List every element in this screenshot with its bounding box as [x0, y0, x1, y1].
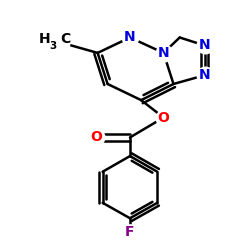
Text: N: N	[199, 38, 210, 52]
Text: O: O	[90, 130, 102, 144]
Text: O: O	[158, 110, 170, 124]
Text: N: N	[158, 46, 169, 60]
Text: N: N	[199, 68, 210, 82]
Text: F: F	[125, 225, 135, 239]
Text: 3: 3	[49, 42, 56, 51]
Text: N: N	[124, 30, 136, 44]
Text: H: H	[39, 32, 50, 46]
Text: C: C	[60, 32, 70, 46]
